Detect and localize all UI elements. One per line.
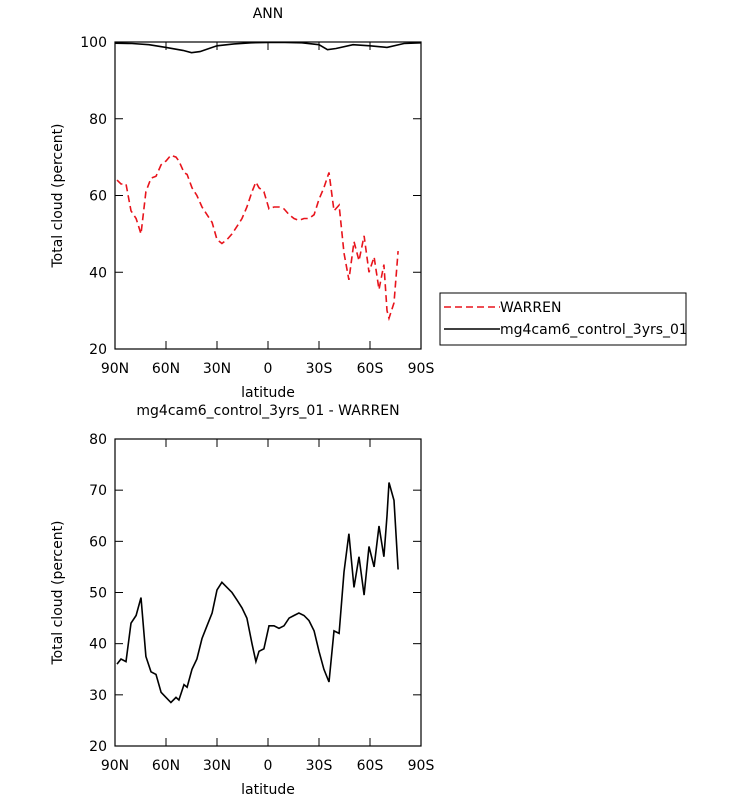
legend-label: mg4cam6_control_3yrs_01	[500, 322, 688, 338]
x-tick-label: 30N	[203, 758, 231, 774]
data-line	[116, 482, 399, 704]
x-tick-label: 60N	[152, 361, 180, 377]
x-tick-label: 90S	[408, 758, 435, 774]
x-tick-label: 60N	[152, 758, 180, 774]
y-tick-label: 30	[89, 688, 107, 704]
y-tick-label: 40	[89, 265, 107, 281]
y-tick-label: 60	[89, 189, 107, 205]
data-line	[116, 154, 399, 322]
x-tick-label: 30S	[306, 758, 333, 774]
y-axis-label: Total cloud (percent)	[50, 520, 66, 665]
plot-frame	[114, 41, 422, 350]
x-tick-label: 90N	[101, 758, 129, 774]
y-tick-label: 60	[89, 534, 107, 550]
y-tick-label: 20	[89, 739, 107, 755]
y-tick-label: 80	[89, 432, 107, 448]
x-tick-label: 90N	[101, 361, 129, 377]
y-tick-label: 50	[89, 586, 107, 602]
x-tick-label: 30S	[306, 361, 333, 377]
legend-label: WARREN	[500, 300, 561, 316]
plot-frame	[114, 438, 422, 747]
y-axis-label: Total cloud (percent)	[50, 123, 66, 268]
x-tick-label: 90S	[408, 361, 435, 377]
chart-title: mg4cam6_control_3yrs_01 - WARREN	[136, 403, 399, 419]
y-tick-label: 80	[89, 112, 107, 128]
x-tick-label: 0	[264, 758, 273, 774]
y-tick-label: 20	[89, 342, 107, 358]
legend-box	[439, 292, 687, 346]
chart-title: ANN	[253, 6, 284, 22]
x-tick-label: 30N	[203, 361, 231, 377]
y-tick-label: 100	[80, 35, 107, 51]
y-tick-label: 40	[89, 637, 107, 653]
x-axis-label: latitude	[241, 782, 295, 798]
x-axis-label: latitude	[241, 385, 295, 401]
x-tick-label: 60S	[357, 361, 384, 377]
y-tick-label: 70	[89, 483, 107, 499]
x-tick-label: 60S	[357, 758, 384, 774]
x-tick-label: 0	[264, 361, 273, 377]
